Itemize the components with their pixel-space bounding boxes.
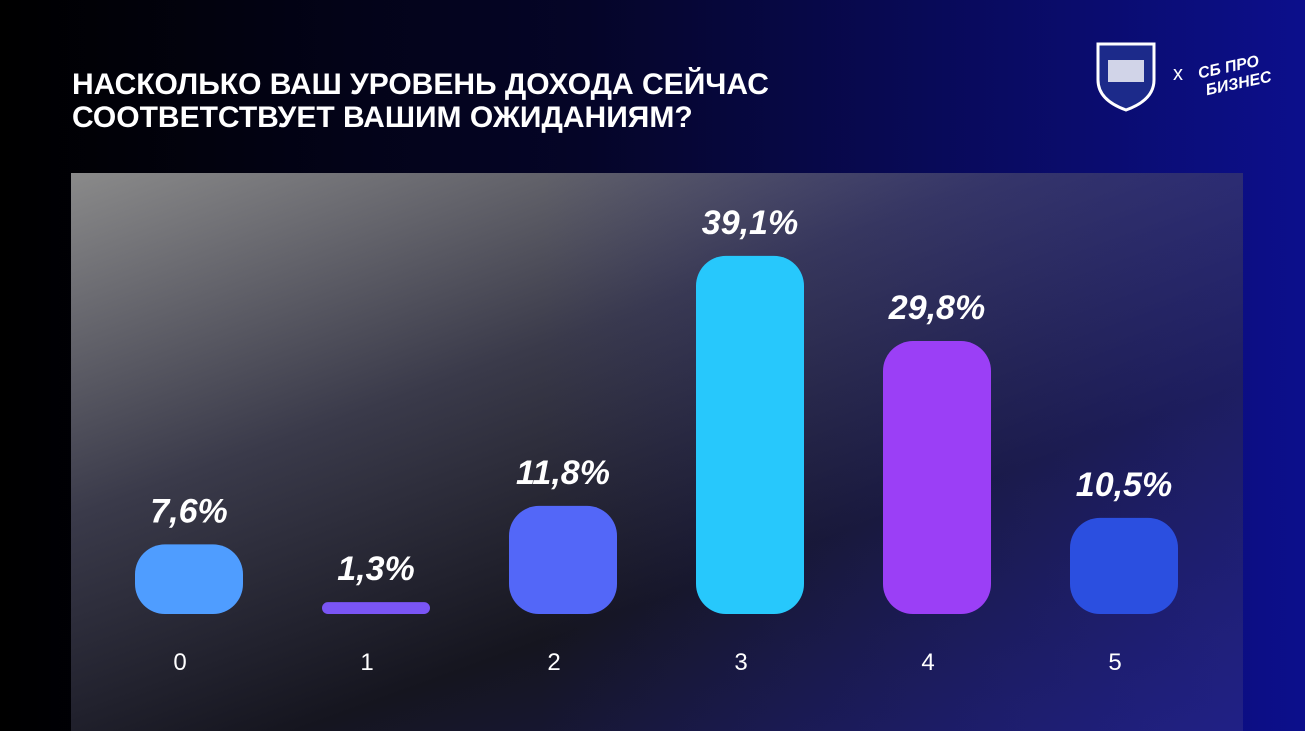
x-tick-label: 1 <box>360 649 373 676</box>
x-tick-label: 5 <box>1108 649 1121 676</box>
chart-title: НАСКОЛЬКО ВАШ УРОВЕНЬ ДОХОДА СЕЙЧАС СООТ… <box>72 68 769 134</box>
bar <box>1070 517 1178 614</box>
separator: x <box>1173 63 1183 85</box>
value-label: 7,6% <box>150 492 228 530</box>
bar <box>135 544 243 614</box>
shield-icon <box>1108 60 1144 82</box>
x-tick-label: 3 <box>734 649 747 676</box>
value-label: 11,8% <box>516 454 610 492</box>
value-label: 39,1% <box>702 204 798 242</box>
x-tick-label: 4 <box>921 649 934 676</box>
bar <box>696 255 804 614</box>
value-label: 1,3% <box>337 550 415 588</box>
x-tick-label: 2 <box>547 649 560 676</box>
logo-shield <box>1096 42 1156 112</box>
bar <box>509 505 617 614</box>
bar <box>322 602 430 614</box>
chart-panel <box>71 173 1243 731</box>
x-tick-label: 0 <box>173 649 186 676</box>
bar <box>883 341 991 614</box>
value-label: 10,5% <box>1076 466 1172 504</box>
value-label: 29,8% <box>888 289 985 327</box>
